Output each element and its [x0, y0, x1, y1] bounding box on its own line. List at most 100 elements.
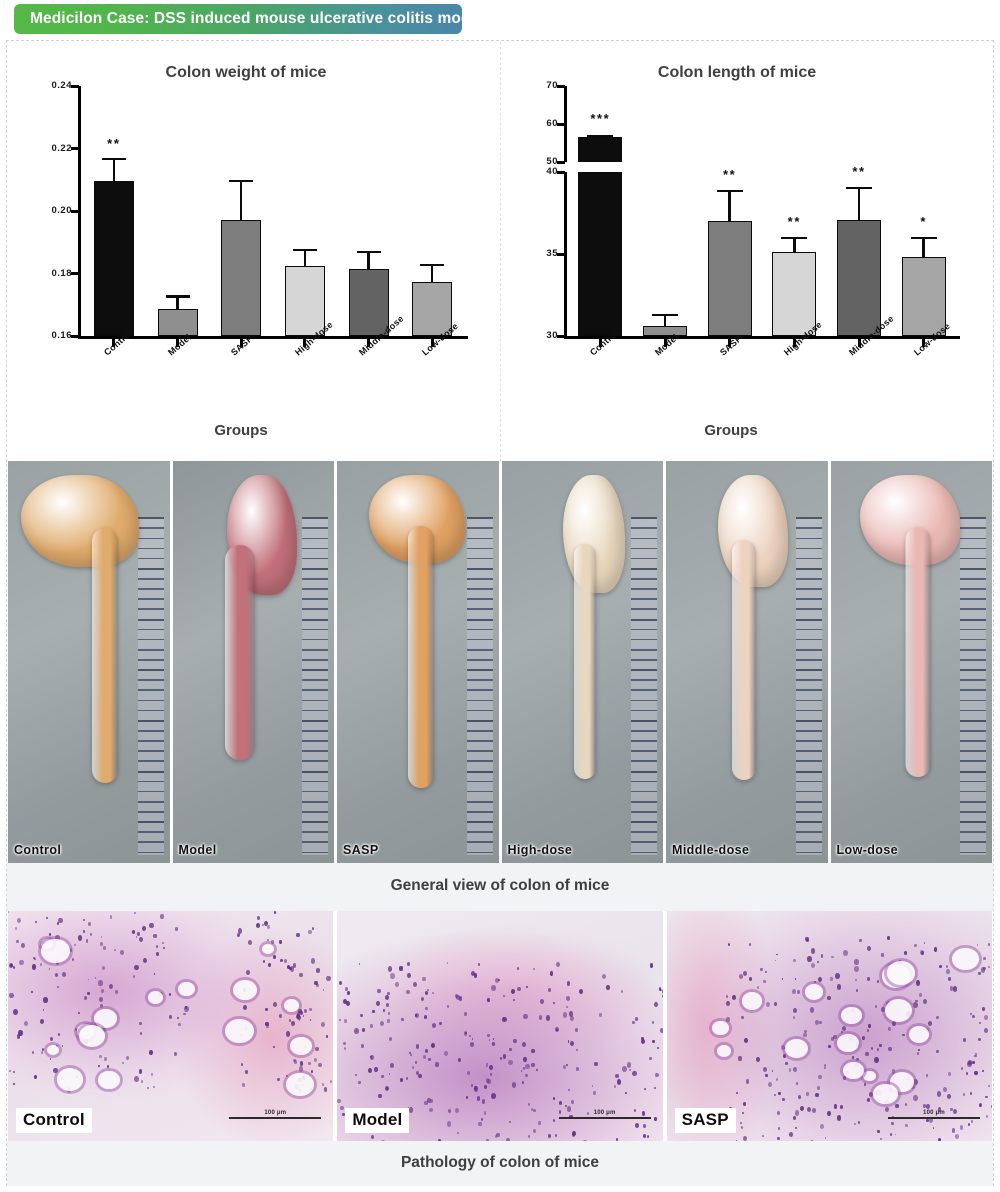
nucleus-speck — [13, 966, 16, 969]
ruler-mark — [466, 557, 493, 560]
colon-tissue-proximal — [20, 475, 139, 567]
ruler — [631, 517, 657, 855]
nucleus-speck — [155, 952, 159, 957]
nucleus-speck — [12, 1008, 18, 1015]
nucleus-speck — [986, 1114, 989, 1118]
nucleus-speck — [19, 959, 24, 966]
nucleus-speck — [804, 1030, 808, 1034]
ruler-mark — [631, 831, 657, 833]
nucleus-speck — [870, 1047, 873, 1050]
nucleus-speck — [100, 942, 104, 946]
nucleus-speck — [379, 1020, 385, 1026]
nucleus-speck — [602, 973, 607, 979]
ruler-mark — [795, 527, 822, 529]
ruler-mark — [960, 770, 986, 773]
nucleus-speck — [389, 1037, 393, 1042]
nucleus-speck — [478, 963, 481, 966]
nucleus-speck — [881, 1007, 885, 1013]
ruler-mark — [137, 588, 164, 590]
nucleus-speck — [109, 915, 113, 919]
chart2-x-tick — [598, 339, 602, 347]
nucleus-speck — [643, 1134, 647, 1139]
ruler-mark — [960, 618, 986, 621]
ruler-mark — [302, 608, 328, 611]
nucleus-speck — [913, 1095, 918, 1101]
nucleus-speck — [14, 927, 17, 931]
ruler-mark — [960, 679, 986, 681]
ruler-mark — [631, 537, 657, 540]
nucleus-speck — [920, 951, 924, 955]
nucleus-speck — [547, 987, 551, 992]
scale-bar-label: 100 μm — [923, 1110, 945, 1116]
nucleus-speck — [545, 1015, 551, 1021]
gland-lumen — [290, 1036, 313, 1056]
nucleus-speck — [568, 1011, 573, 1017]
nucleus-speck — [952, 986, 958, 992]
nucleus-speck — [904, 950, 908, 955]
nucleus-speck — [945, 969, 950, 974]
nucleus-speck — [416, 1044, 420, 1049]
ruler-mark — [795, 547, 822, 550]
nucleus-speck — [634, 1123, 639, 1129]
nucleus-speck — [8, 911, 10, 913]
ruler-mark — [302, 517, 328, 520]
ruler-mark — [795, 821, 822, 824]
nucleus-speck — [435, 1062, 439, 1067]
nucleus-speck — [387, 992, 390, 996]
chart1-y-tick-label: 0.18 — [51, 267, 72, 279]
nucleus-speck — [628, 1068, 631, 1071]
colon-photo-high-dose: High-dose — [501, 461, 663, 863]
nucleus-speck — [162, 941, 164, 944]
nucleus-speck — [387, 1012, 391, 1016]
colon-tissue-distal — [225, 545, 256, 761]
nucleus-speck — [569, 1040, 575, 1047]
ruler-mark — [466, 760, 493, 762]
nucleus-speck — [55, 973, 59, 978]
nucleus-speck — [525, 1073, 528, 1078]
nucleus-speck — [923, 941, 926, 944]
nucleus-speck — [738, 973, 743, 979]
nucleus-speck — [654, 1086, 656, 1089]
ruler-mark — [795, 567, 822, 571]
nucleus-speck — [61, 971, 66, 977]
nucleus-speck — [427, 1097, 432, 1103]
nucleus-speck — [415, 1070, 420, 1075]
nucleus-speck — [340, 1105, 344, 1111]
nucleus-speck — [237, 928, 243, 934]
ruler-mark — [302, 648, 328, 651]
ruler-mark — [466, 608, 493, 611]
nucleus-speck — [465, 1031, 467, 1034]
nucleus-speck — [784, 1046, 787, 1050]
nucleus-speck — [390, 1063, 395, 1069]
nucleus-speck — [422, 976, 426, 981]
gland-lumen — [909, 1025, 929, 1043]
nucleus-speck — [423, 1014, 427, 1020]
nucleus-speck — [959, 1124, 964, 1130]
ruler-mark — [137, 638, 164, 641]
nucleus-speck — [904, 1102, 908, 1107]
nucleus-speck — [390, 973, 395, 979]
nucleus-speck — [951, 1128, 956, 1133]
nucleus-speck — [814, 1019, 819, 1025]
nucleus-speck — [917, 1048, 920, 1052]
nucleus-speck — [983, 956, 986, 960]
nucleus-speck — [272, 955, 277, 960]
nucleus-speck — [40, 1019, 45, 1025]
nucleus-speck — [887, 1027, 892, 1032]
nucleus-speck — [371, 1135, 375, 1140]
ruler-mark — [631, 588, 657, 590]
nucleus-speck — [506, 1138, 510, 1141]
ruler-mark — [137, 719, 164, 723]
ruler-mark — [466, 588, 493, 590]
nucleus-speck — [273, 911, 276, 914]
chart2-x-tick — [922, 339, 926, 347]
gland-lumen — [261, 943, 274, 954]
nucleus-speck — [422, 1054, 427, 1060]
nucleus-speck — [303, 1009, 308, 1014]
colon-photo-label: Low-dose — [836, 843, 899, 857]
ruler-mark — [137, 679, 164, 681]
ruler-mark — [302, 659, 328, 661]
nucleus-speck — [470, 1084, 473, 1087]
nucleus-speck — [819, 1124, 824, 1130]
nucleus-speck — [523, 1013, 528, 1020]
